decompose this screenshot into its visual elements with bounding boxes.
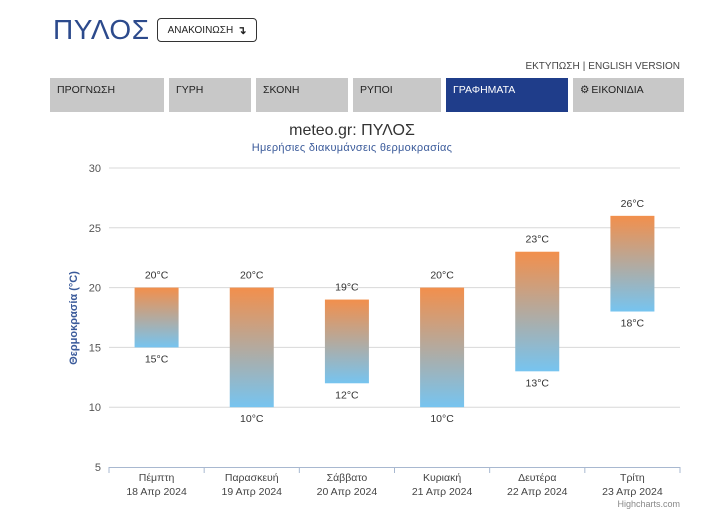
x-tick-date-label: 23 Απρ 2024	[602, 486, 663, 498]
tab-label: ΓΡΑΦΗΜΑΤΑ	[453, 84, 516, 96]
temperature-range-bar	[324, 299, 369, 384]
y-axis-tick-labels: 5 10 15 20 25 30	[89, 163, 101, 474]
min-temp-label: 12°C	[335, 389, 359, 401]
page-title: ΠΥΛΟΣ	[53, 14, 150, 45]
x-tick-day-label: Πέμπτη	[139, 472, 175, 484]
temperature-range-bar	[420, 287, 465, 408]
temperature-bars	[134, 215, 655, 408]
max-temp-label: 19°C	[335, 282, 359, 294]
nav-tabs: ΠΡΟΓΝΩΣΗ ΓΥΡΗ ΣΚΟΝΗ ΡΥΠΟΙ ΓΡΑΦΗΜΑΤΑ ⚙ ΕΙΚ…	[50, 78, 684, 112]
x-tick-date-label: 20 Απρ 2024	[317, 486, 378, 498]
y-tick-label: 25	[89, 223, 101, 235]
tab-label: ΣΚΟΝΗ	[263, 84, 300, 96]
min-temp-label: 15°C	[145, 353, 169, 365]
tab-pollen[interactable]: ΓΥΡΗ	[169, 78, 251, 112]
y-tick-label: 20	[89, 283, 101, 295]
temperature-range-bar	[229, 287, 274, 408]
chart-credits[interactable]: Highcharts.com	[617, 499, 680, 509]
chart-subtitle: Ημερήσιες διακυμάνσεις θερμοκρασίας	[251, 142, 453, 154]
tab-label: ΠΡΟΓΝΩΣΗ	[57, 84, 116, 96]
chart-gridlines	[109, 167, 680, 408]
temperature-range-bar	[610, 215, 655, 312]
print-link[interactable]: ΕΚΤΥΠΩΣΗ	[525, 61, 580, 72]
x-tick-date-label: 18 Απρ 2024	[126, 486, 187, 498]
chart-title: meteo.gr: ΠΥΛΟΣ	[289, 122, 415, 139]
gear-icon: ⚙	[580, 84, 590, 96]
link-separator: |	[582, 61, 586, 72]
x-tick-date-label: 19 Απρ 2024	[221, 486, 282, 498]
max-temp-label: 20°C	[145, 270, 169, 282]
min-temp-label: 18°C	[621, 318, 645, 330]
y-tick-label: 10	[89, 402, 101, 414]
tab-forecast[interactable]: ΠΡΟΓΝΩΣΗ	[50, 78, 164, 112]
english-version-link[interactable]: ENGLISH VERSION	[588, 61, 680, 72]
x-tick-day-label: Τρίτη	[620, 472, 645, 484]
arrow-down-return-icon: ↴	[237, 24, 247, 37]
tab-label: ΡΥΠΟΙ	[360, 84, 393, 96]
x-tick-day-label: Κυριακή	[423, 472, 461, 484]
tab-pollutants[interactable]: ΡΥΠΟΙ	[353, 78, 441, 112]
x-tick-date-label: 21 Απρ 2024	[412, 486, 473, 498]
data-labels: 20°C 15°C 20°C 10°C 19°C 12°C 20°C 10°C 23°C 13°C…	[145, 198, 645, 425]
y-axis-label: Θερμοκρασία (°C)	[68, 271, 80, 365]
tab-label: ΓΥΡΗ	[176, 84, 204, 96]
x-axis: Πέμπτη 18 Απρ 2024 Παρασκευή 19 Απρ 2024 Σάβ…	[108, 467, 681, 498]
tab-charts[interactable]: ΓΡΑΦΗΜΑΤΑ	[446, 78, 568, 112]
y-tick-label: 15	[89, 342, 101, 354]
x-tick-day-label: Παρασκευή	[225, 472, 279, 484]
max-temp-label: 23°C	[526, 234, 550, 246]
y-tick-label: 30	[89, 163, 101, 175]
x-tick-day-label: Σάββατο	[327, 472, 368, 484]
tab-icons[interactable]: ⚙ ΕΙΚΟΝΙΔΙΑ	[573, 78, 684, 112]
x-tick-date-label: 22 Απρ 2024	[507, 486, 568, 498]
tab-label: ΕΙΚΟΝΙΔΙΑ	[591, 84, 644, 96]
temperature-range-bar	[515, 251, 560, 372]
min-temp-label: 10°C	[430, 413, 454, 425]
min-temp-label: 13°C	[526, 377, 550, 389]
y-tick-label: 5	[95, 462, 101, 474]
tab-dust[interactable]: ΣΚΟΝΗ	[256, 78, 348, 112]
top-links: ΕΚΤΥΠΩΣΗ | ENGLISH VERSION	[525, 61, 680, 72]
max-temp-label: 20°C	[430, 270, 454, 282]
announcement-label: ΑΝΑΚΟΙΝΩΣΗ	[167, 24, 234, 36]
min-temp-label: 10°C	[240, 413, 264, 425]
max-temp-label: 26°C	[621, 198, 645, 210]
max-temp-label: 20°C	[240, 270, 264, 282]
temperature-range-bar	[134, 287, 179, 348]
announcement-button[interactable]: ΑΝΑΚΟΙΝΩΣΗ ↴	[157, 18, 257, 42]
x-tick-day-label: Δευτέρα	[518, 472, 556, 484]
